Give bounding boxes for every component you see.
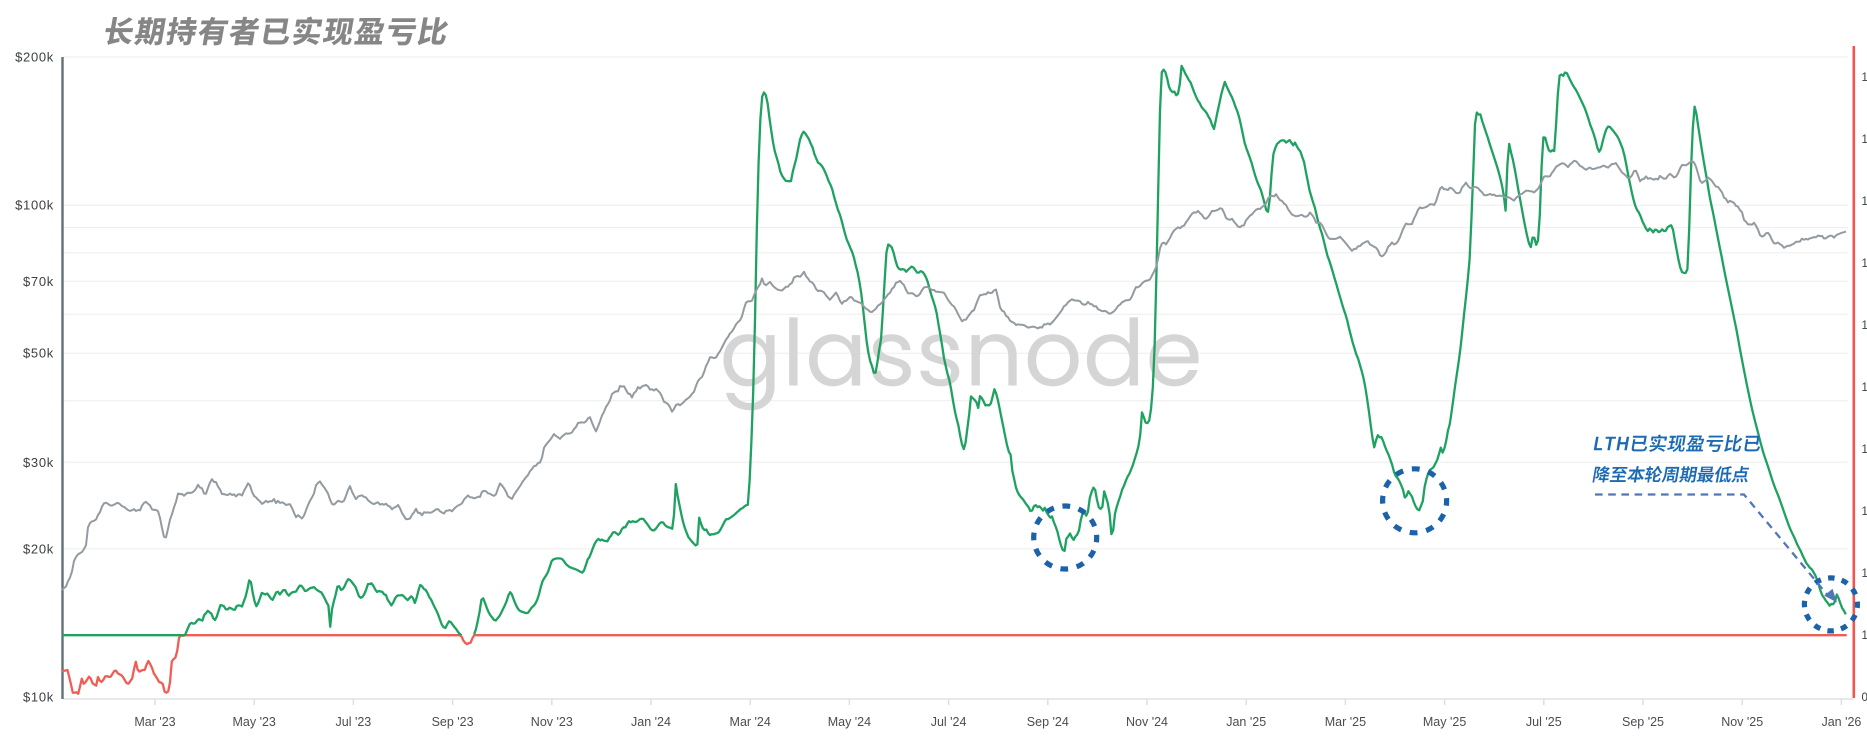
svg-text:1: 1 xyxy=(1862,568,1867,580)
svg-text:Jul '23: Jul '23 xyxy=(336,715,372,729)
svg-text:1: 1 xyxy=(1862,382,1867,394)
svg-text:1: 1 xyxy=(1862,630,1867,642)
svg-text:1: 1 xyxy=(1862,320,1867,332)
svg-text:Sep '23: Sep '23 xyxy=(432,715,474,729)
svg-text:$30k: $30k xyxy=(23,455,54,470)
svg-text:1: 1 xyxy=(1862,72,1867,84)
svg-text:Nov '24: Nov '24 xyxy=(1126,715,1168,729)
svg-text:1: 1 xyxy=(1862,444,1867,456)
svg-text:Mar '24: Mar '24 xyxy=(730,715,771,729)
svg-text:Mar '23: Mar '23 xyxy=(134,715,175,729)
svg-text:May '25: May '25 xyxy=(1423,715,1466,729)
svg-text:Nov '23: Nov '23 xyxy=(531,715,573,729)
svg-text:Jan '25: Jan '25 xyxy=(1226,715,1266,729)
svg-text:$70k: $70k xyxy=(23,274,54,289)
svg-text:$50k: $50k xyxy=(23,346,54,361)
svg-text:1: 1 xyxy=(1862,196,1867,208)
svg-text:Jan '24: Jan '24 xyxy=(631,715,671,729)
svg-text:Sep '24: Sep '24 xyxy=(1027,715,1069,729)
svg-text:May '24: May '24 xyxy=(828,715,871,729)
svg-text:1: 1 xyxy=(1862,134,1867,146)
svg-text:Jan '26: Jan '26 xyxy=(1821,715,1861,729)
svg-text:$100k: $100k xyxy=(15,198,54,213)
svg-text:Mar '25: Mar '25 xyxy=(1325,715,1366,729)
svg-text:May '23: May '23 xyxy=(233,715,276,729)
svg-text:$20k: $20k xyxy=(23,541,54,556)
svg-text:Jul '24: Jul '24 xyxy=(931,715,967,729)
svg-text:1: 1 xyxy=(1862,258,1867,270)
svg-text:0: 0 xyxy=(1862,692,1867,704)
svg-text:Sep '25: Sep '25 xyxy=(1622,715,1664,729)
svg-text:$200k: $200k xyxy=(15,50,54,65)
svg-text:Nov '25: Nov '25 xyxy=(1721,715,1763,729)
svg-text:$10k: $10k xyxy=(23,690,54,705)
svg-text:Jul '25: Jul '25 xyxy=(1526,715,1562,729)
svg-text:1: 1 xyxy=(1862,506,1867,518)
